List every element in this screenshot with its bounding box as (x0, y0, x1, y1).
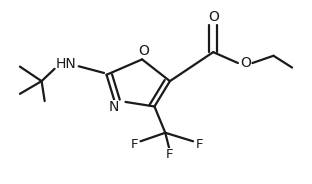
Text: O: O (240, 56, 251, 70)
Text: N: N (109, 100, 119, 114)
Text: O: O (208, 10, 219, 24)
Text: O: O (138, 44, 149, 58)
Text: F: F (131, 138, 138, 151)
Text: F: F (196, 138, 203, 151)
Text: HN: HN (56, 57, 77, 71)
Text: F: F (166, 148, 174, 161)
